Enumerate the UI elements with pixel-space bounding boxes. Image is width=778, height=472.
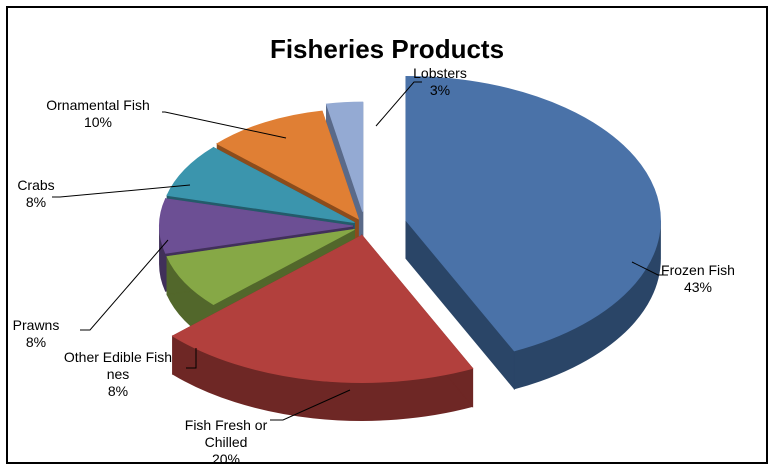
leader-line bbox=[80, 239, 169, 331]
slice-percent-label: 8% bbox=[108, 383, 128, 399]
slice-percent-label: 8% bbox=[26, 194, 46, 210]
slice-top bbox=[325, 101, 364, 212]
slice-name-label: Lobsters bbox=[413, 65, 467, 81]
slice-name-label: Fish Fresh or bbox=[185, 417, 268, 433]
leader-line bbox=[162, 111, 287, 139]
slice-top bbox=[159, 198, 354, 254]
pie-slice-frozen-fish bbox=[405, 76, 661, 391]
slice-name-label: Crabs bbox=[17, 177, 54, 193]
pie-slice-fish-fresh-or-chilled bbox=[171, 234, 474, 421]
leader-line bbox=[631, 261, 668, 276]
slice-top bbox=[166, 228, 355, 306]
slice-percent-label: 8% bbox=[26, 334, 46, 350]
slice-name-label: Chilled bbox=[205, 434, 248, 450]
leader-line bbox=[270, 389, 351, 421]
slice-top bbox=[216, 110, 360, 220]
slice-percent-label: 3% bbox=[430, 82, 450, 98]
slice-top bbox=[166, 146, 355, 224]
slice-percent-label: 20% bbox=[212, 451, 240, 467]
leader-line bbox=[375, 81, 422, 127]
chart-title: Fisheries Products bbox=[269, 34, 505, 64]
slice-name-label: Other Edible Fish bbox=[64, 349, 172, 365]
slice-name-label: Frozen Fish bbox=[661, 262, 735, 278]
leader-line bbox=[186, 348, 197, 369]
slice-top bbox=[405, 76, 661, 352]
slice-percent-label: 43% bbox=[684, 279, 712, 295]
slice-percent-label: 10% bbox=[84, 114, 112, 130]
leader-line bbox=[52, 184, 191, 198]
slice-name-label: Ornamental Fish bbox=[46, 97, 149, 113]
slice-top bbox=[171, 234, 474, 383]
slice-name-label: Prawns bbox=[13, 317, 60, 333]
slice-name-label: nes bbox=[107, 366, 130, 382]
